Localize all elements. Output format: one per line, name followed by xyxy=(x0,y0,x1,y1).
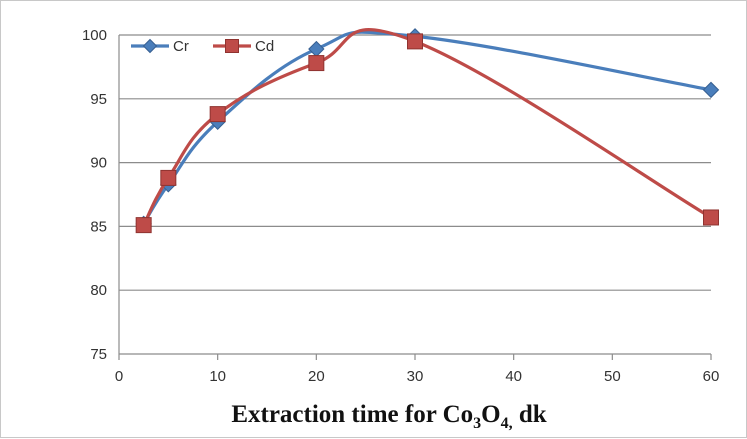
x-axis-title-prefix: Extraction time for Co xyxy=(231,401,473,428)
legend-item-cd: Cd xyxy=(213,38,274,55)
y-tick-label-100: 100 xyxy=(82,27,107,44)
legend-swatch-marker-cr xyxy=(142,38,158,54)
x-tick-label-50: 50 xyxy=(604,368,621,385)
x-tick-label-30: 30 xyxy=(407,368,424,385)
legend-item-cr: Cr xyxy=(131,38,189,55)
y-tick-label-85: 85 xyxy=(90,218,107,235)
point-cr-60 xyxy=(702,81,720,99)
x-axis-title-suffix: dk xyxy=(513,401,547,428)
series-line-cd xyxy=(142,28,712,226)
y-tick-label-90: 90 xyxy=(90,155,107,172)
y-tick-label-95: 95 xyxy=(90,91,107,108)
axes: 75 80 85 90 95 100 0 10 20 30 40 50 60 xyxy=(82,27,719,385)
series-cd xyxy=(135,28,719,234)
point-cd-5 xyxy=(160,169,177,186)
point-cr-20 xyxy=(308,40,325,58)
x-tick-label-20: 20 xyxy=(308,368,325,385)
x-axis-title-sub1: 3 xyxy=(473,415,481,432)
series-cr xyxy=(135,28,720,233)
legend-label-cr: Cr xyxy=(173,38,189,55)
legend-swatch-marker-cd xyxy=(225,39,239,53)
point-cd-30 xyxy=(407,33,423,50)
point-cd-20 xyxy=(308,55,325,72)
point-cd-10 xyxy=(209,106,226,123)
point-cd-2.5 xyxy=(135,217,152,234)
x-axis-title-mid: O xyxy=(481,401,500,428)
legend-label-cd: Cd xyxy=(255,38,274,55)
y-tick-label-75: 75 xyxy=(90,346,107,363)
x-axis-title: Extraction time for Co3O4, dk xyxy=(231,401,546,432)
y-tick-label-80: 80 xyxy=(90,282,107,299)
series-line-cr xyxy=(142,30,712,225)
x-axis-title-sub2: 4, xyxy=(501,415,513,432)
series xyxy=(135,28,720,234)
x-tick-label-40: 40 xyxy=(505,368,522,385)
x-tick-label-60: 60 xyxy=(703,368,720,385)
x-tick-label-10: 10 xyxy=(209,368,226,385)
point-cd-60 xyxy=(703,209,719,226)
legend: Cr Cd xyxy=(131,38,274,55)
x-tick-label-0: 0 xyxy=(115,368,123,385)
